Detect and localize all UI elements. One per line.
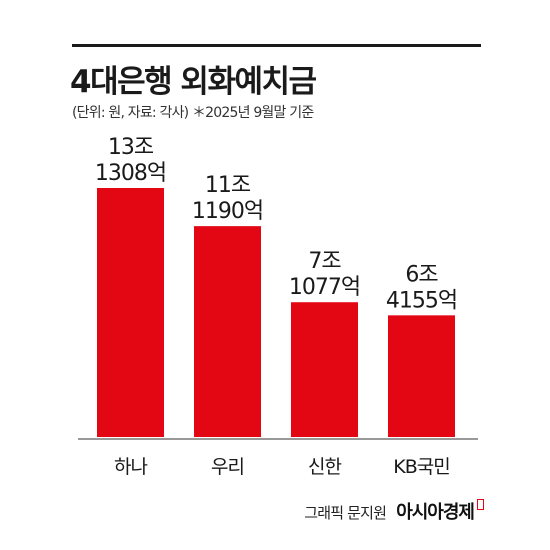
publisher-logo: 아시아경제 [396,502,475,523]
bar-우리 [194,226,261,437]
bar-하나 [97,188,164,437]
category-label: 하나 [114,456,147,478]
value-label: 1077억 [289,275,360,300]
category-label: 신한 [308,456,341,478]
value-label: 1308억 [95,161,166,186]
value-label: 4155억 [386,288,457,313]
logo-mark-icon [477,499,484,510]
category-label: 우리 [211,456,244,478]
category-label: KB국민 [393,456,449,478]
baseline-rule [78,438,478,440]
bar-신한 [291,302,358,437]
credit: 그래픽 문지원 아시아경제 [304,498,484,524]
chart-subtitle: (단위: 원, 자료: 각사) ＊2025년 9월말 기준 [72,105,314,121]
value-label: 7조 [308,249,341,274]
value-label: 1190억 [192,199,263,224]
bar-KB국민 [388,315,455,437]
top-rule [72,44,481,47]
value-label: 13조 [108,135,154,160]
value-label: 11조 [205,173,251,198]
credit-graphic: 그래픽 문지원 [304,504,387,522]
chart-title: 4대은행 외화예치금 [70,64,317,100]
value-label: 6조 [405,262,438,287]
